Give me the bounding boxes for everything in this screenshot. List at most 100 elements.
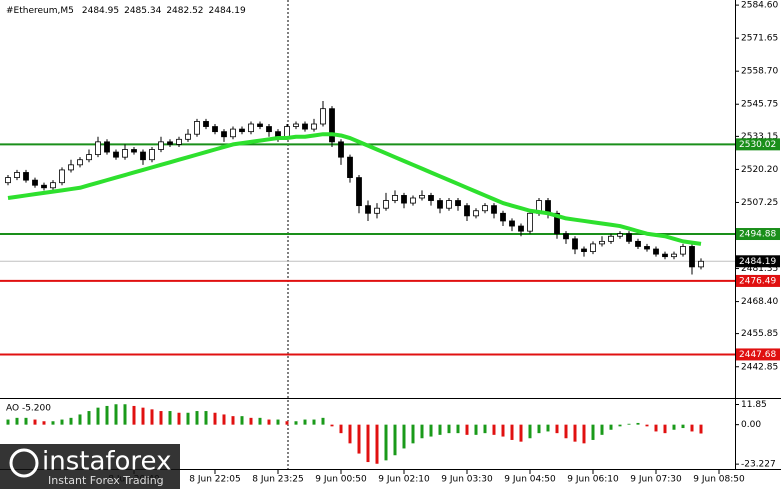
candle-body [5,177,11,184]
candle-body [68,164,74,171]
ao-bar [465,424,469,435]
candle-body [311,123,317,130]
ao-bar [420,424,424,439]
ao-bar [105,405,109,425]
watermark-logo [9,448,39,478]
ao-bar [186,412,190,425]
current-price-label: 2484.19 [739,257,776,267]
ao-bar [546,424,550,432]
candle-body [158,141,164,150]
candle-body [365,205,371,214]
candle-body [563,233,569,240]
level-label: 2494.88 [739,230,776,240]
ao-bar [528,424,532,439]
ao-bar [231,416,235,425]
y-tick-label: 2571.65 [741,34,778,44]
ao-bar [699,424,703,434]
candle-body [338,141,344,158]
ao-bar [114,404,118,425]
candle-body [698,260,704,268]
candle-body [509,220,515,227]
level-label-box [736,228,780,241]
y-tick-label: 2455.85 [741,329,778,339]
candle-body [266,126,272,133]
ao-bar [510,424,514,440]
ao-bar [654,424,658,432]
header-close: 2484.19 [209,6,246,16]
x-tick-label: 9 Jun 04:50 [504,475,556,485]
y-tick-label: 2520.20 [741,165,778,175]
ao-bar [141,407,145,425]
ao-bar [357,424,361,454]
candle-body [428,195,434,201]
ao-bar [618,424,622,427]
ao-bar [222,414,226,425]
candle-body [176,138,182,145]
ao-bar [447,424,451,434]
ao-bar [573,424,577,442]
candle-body [590,243,596,252]
ao-bar [294,421,298,425]
candle-body [95,141,101,156]
candle-body [167,141,173,145]
ao-bar [690,424,694,432]
candle-body [14,172,20,178]
ao-bar [663,424,667,434]
candle-body [203,121,209,127]
ao-bar [303,419,307,425]
ao-bar [249,417,253,425]
ao-bar [483,424,487,434]
ao-bar [159,411,163,425]
ao-bar [537,424,541,434]
ao-bar [6,419,10,425]
ao-bar [267,419,271,425]
level-label: 2476.49 [739,276,776,286]
ao-bar [582,424,586,444]
x-tick-label: 9 Jun 06:10 [567,475,619,485]
chart-header: #Ethereum,M5 2484.95 2485.34 2482.52 2484.19 [6,6,246,16]
ao-bar [636,422,640,425]
candle-body [248,123,254,133]
ao-bar [600,424,604,435]
candle-body [113,151,119,158]
ao-bar [411,424,415,444]
y-tick-label: 2468.40 [741,297,778,307]
x-tick-label: 9 Jun 03:30 [441,475,493,485]
ao-bar [348,424,352,444]
candle-body [527,212,533,232]
ao-bar [177,412,181,425]
ao-bar [609,424,613,430]
candle-body [32,179,38,186]
candle-body [554,212,560,235]
x-tick-label: 8 Jun 22:05 [189,475,240,485]
candle-body [185,133,191,140]
ao-bar [375,424,379,464]
ao-bar [501,424,505,437]
candle-body [671,253,677,258]
candle-body [374,207,380,214]
ao-bar [258,417,262,425]
candle-body [410,197,416,204]
y-tick-label: 2584.60 [741,1,778,11]
candle-body [599,240,605,245]
ao-bar [555,424,559,434]
candle-body [437,200,443,209]
ao-bar [591,424,595,440]
ao-bar [564,424,568,439]
candle-body [626,233,632,242]
header-open: 2484.95 [82,6,119,16]
level-label-box [736,348,780,361]
ao-bar [15,417,19,425]
ao-bar [285,421,289,425]
candle-body [356,177,362,207]
ao-bar [240,416,244,425]
ao-bar [51,421,55,425]
ao-bar [87,411,91,425]
ao-bar [456,424,460,434]
candle-body [275,131,281,138]
candle-body [644,246,650,250]
ao-bar [330,424,334,427]
candle-body [149,149,155,161]
candle-body [257,123,263,127]
